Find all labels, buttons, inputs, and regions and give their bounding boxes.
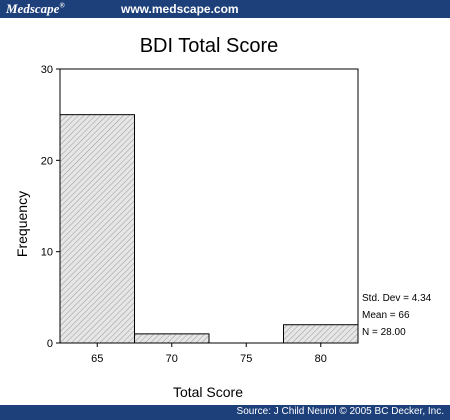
y-tick-label: 10 bbox=[41, 247, 53, 259]
stats-line: N = 28.00 bbox=[362, 327, 406, 338]
brand-logo: Medscape® bbox=[6, 1, 65, 16]
x-axis-label: Total Score bbox=[173, 384, 243, 400]
source-credit: Source: J Child Neurol © 2005 BC Decker,… bbox=[236, 406, 444, 417]
x-tick-label: 70 bbox=[166, 353, 178, 365]
stats-line: Std. Dev = 4.34 bbox=[362, 293, 432, 304]
histogram-bar bbox=[134, 333, 210, 344]
chart-title: BDI Total Score bbox=[140, 35, 279, 57]
histogram-bar bbox=[59, 114, 135, 344]
stats-box: Std. Dev = 4.34 Mean = 66 N = 28.00 bbox=[362, 293, 432, 338]
x-tick-label: 80 bbox=[315, 353, 327, 365]
header-banner: Medscape® www.medscape.com bbox=[0, 0, 450, 18]
histogram-chart: BDI Total Score Frequency Total Score 0 1… bbox=[14, 35, 432, 400]
plot-area-frame bbox=[59, 68, 359, 344]
histogram-bar bbox=[283, 324, 359, 344]
bars-layer bbox=[59, 114, 359, 344]
y-tick-label: 0 bbox=[47, 338, 53, 350]
site-url[interactable]: www.medscape.com bbox=[121, 2, 239, 16]
x-tick-label: 75 bbox=[240, 353, 252, 365]
y-tick-label: 30 bbox=[41, 64, 53, 76]
y-axis-label: Frequency bbox=[14, 191, 30, 257]
footer-banner: Source: J Child Neurol © 2005 BC Decker,… bbox=[0, 405, 450, 420]
x-tick-label: 65 bbox=[91, 353, 103, 365]
stats-line: Mean = 66 bbox=[362, 310, 410, 321]
ticks-layer: 0 10 20 30 65 70 75 80 bbox=[41, 64, 327, 365]
y-tick-label: 20 bbox=[41, 155, 53, 167]
